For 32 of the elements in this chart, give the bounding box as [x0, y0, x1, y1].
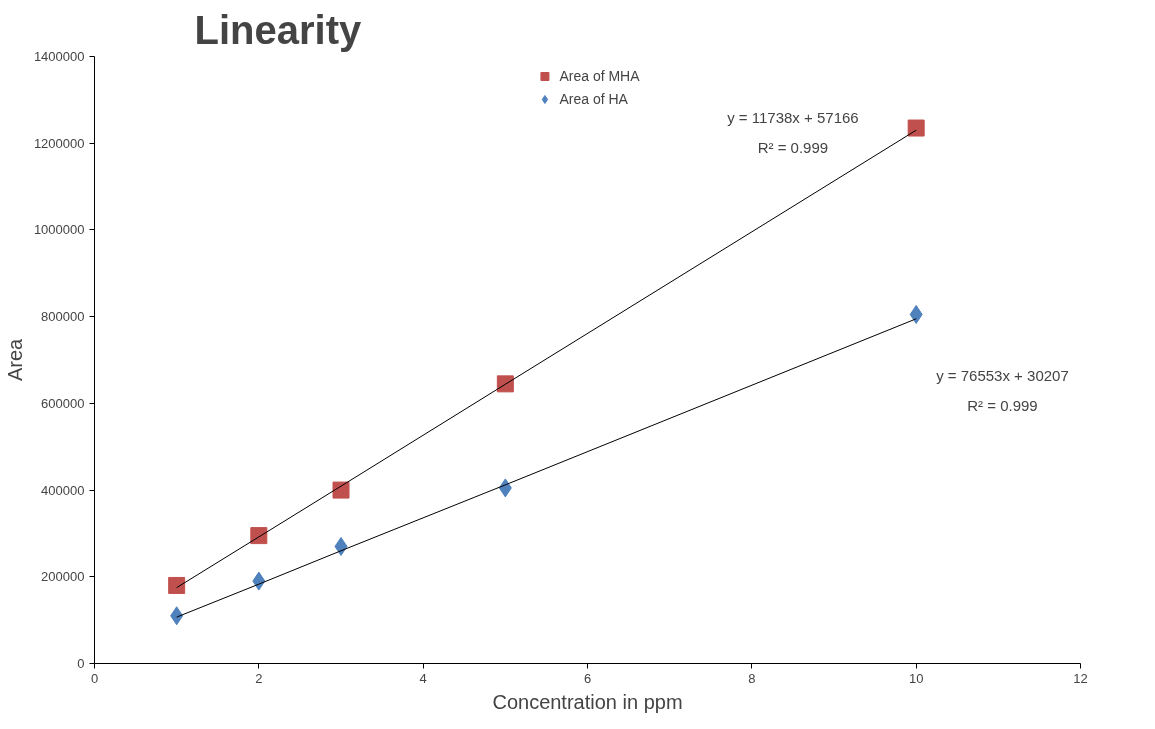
x-tick-label: 12	[1073, 670, 1088, 686]
point	[168, 576, 186, 594]
y-axis-title: Area	[3, 338, 26, 382]
y-tick-label: 1200000	[33, 135, 85, 151]
x-axis-title: Concentration in ppm	[492, 690, 683, 713]
legend-label: Area of HA	[559, 91, 628, 107]
y-tick-label: 200000	[41, 569, 85, 585]
legend-label: Area of MHA	[559, 68, 640, 84]
x-tick-label: 2	[255, 670, 263, 686]
annotation: y = 11738x + 57166	[727, 108, 859, 126]
annotation: R² = 0.999	[967, 397, 1038, 415]
y-tick-label: 800000	[41, 309, 85, 325]
point	[909, 304, 923, 324]
point	[907, 119, 925, 137]
x-tick-label: 10	[908, 670, 924, 686]
x-tick-label: 8	[748, 670, 756, 686]
x-tick-label: 4	[419, 670, 427, 686]
chart-title: Linearity	[194, 7, 362, 52]
y-tick-label: 0	[77, 656, 85, 671]
y-tick-label: 1000000	[33, 222, 85, 238]
point	[332, 481, 350, 499]
y-tick-label: 600000	[41, 395, 85, 411]
x-tick-label: 0	[90, 670, 99, 686]
point	[334, 536, 348, 556]
point	[170, 606, 184, 626]
point	[496, 375, 514, 393]
annotation: R² = 0.999	[757, 139, 829, 157]
y-tick-label: 1400000	[33, 49, 85, 64]
y-tick-label: 400000	[41, 482, 85, 498]
x-tick-label: 6	[583, 670, 592, 686]
point	[250, 527, 268, 545]
annotation: y = 76553x + 30207	[936, 366, 1069, 384]
